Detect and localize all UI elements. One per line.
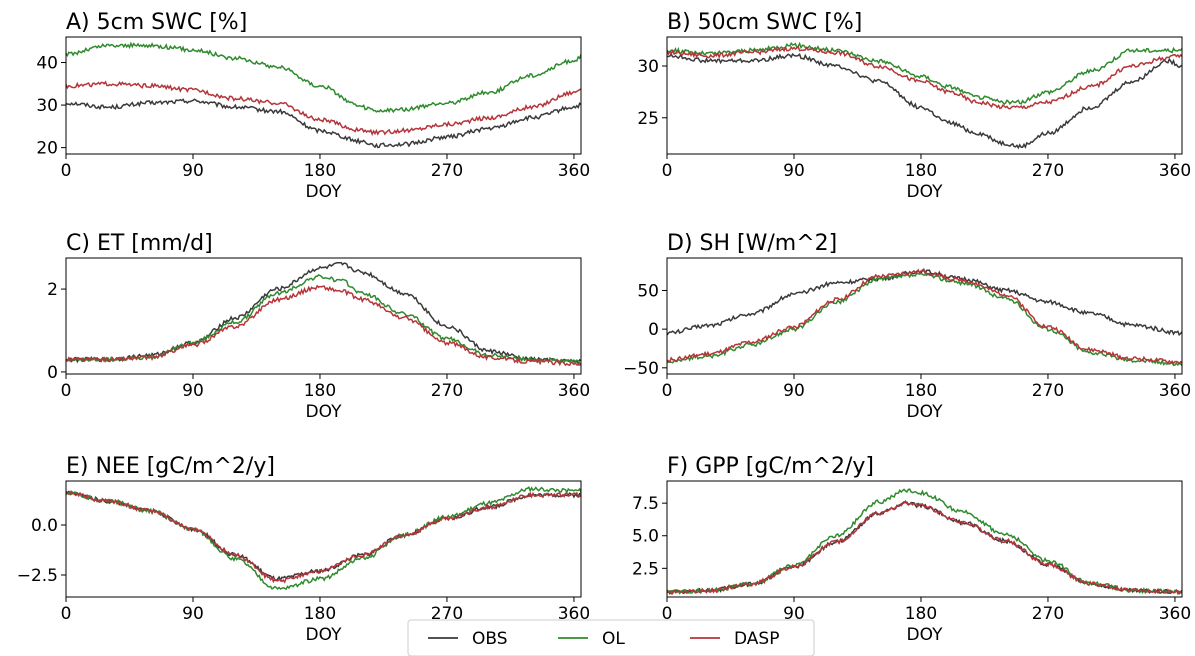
plot-frame (666, 257, 1183, 375)
series-line-obs (667, 268, 1182, 337)
chart-title: D) SH [W/m^2] (667, 231, 837, 256)
x-tick-label: 0 (61, 161, 72, 181)
plot-frame (666, 36, 1183, 155)
series-line-ol (667, 41, 1182, 106)
y-tick-label: 50 (637, 281, 659, 301)
x-tick-label: 270 (1032, 381, 1064, 401)
x-tick-label: 180 (905, 161, 937, 181)
x-tick-label: 270 (431, 604, 463, 624)
series-line-obs (66, 261, 581, 365)
series-line-dasp (66, 490, 581, 584)
legend-box (407, 619, 815, 656)
legend: OBS OL DASP (407, 619, 815, 656)
series-line-dasp (66, 284, 581, 367)
chart-title: F) GPP [gC/m^2/y] (667, 454, 874, 479)
chart-panel-1: B) 50cm SWC [%] 0 90 180 270 360 25 30 DOY (637, 10, 1191, 202)
y-tick-label: 40 (36, 54, 58, 74)
x-tick-label: 360 (1159, 161, 1191, 181)
series-line-dasp (66, 80, 581, 137)
x-tick-label: 360 (1159, 604, 1191, 624)
x-tick-label: 0 (662, 161, 673, 181)
series-line-ol (667, 272, 1182, 367)
series-line-obs (667, 52, 1182, 150)
y-tick-label: 0 (648, 320, 659, 340)
chart-panel-5: F) GPP [gC/m^2/y] 0 90 180 270 360 2.5 5.0 7.5 DO… (632, 454, 1191, 645)
chart-panel-2: C) ET [mm/d] 0 90 180 270 360 0 2 DOY (47, 231, 590, 422)
x-tick-label: 0 (662, 381, 673, 401)
legend-label-ol: OL (602, 629, 625, 649)
y-tick-label: 2 (47, 280, 58, 300)
x-axis-label: DOY (907, 182, 944, 202)
chart-panel-4: E) NEE [gC/m^2/y] 0 90 180 270 360 −2.5 0.0 DOY (17, 454, 590, 645)
series-line-ol (66, 41, 581, 114)
series-line-dasp (667, 45, 1182, 110)
x-tick-label: 270 (431, 381, 463, 401)
series-line-dasp (667, 499, 1182, 595)
x-tick-label: 180 (905, 381, 937, 401)
x-tick-label: 0 (61, 381, 72, 401)
x-tick-label: 180 (304, 381, 336, 401)
x-tick-label: 90 (182, 161, 204, 181)
y-tick-label: 7.5 (632, 494, 659, 514)
legend-label-dasp: DASP (734, 629, 779, 649)
y-tick-label: 20 (36, 139, 58, 159)
y-tick-label: −50 (623, 359, 659, 379)
x-axis-label: DOY (306, 182, 343, 202)
x-tick-label: 90 (182, 381, 204, 401)
y-tick-label: 0.0 (31, 516, 58, 536)
x-axis-label: DOY (306, 402, 343, 422)
x-tick-label: 270 (431, 161, 463, 181)
series-line-obs (66, 490, 581, 582)
y-tick-label: 30 (637, 57, 659, 77)
x-tick-label: 270 (1032, 604, 1064, 624)
x-tick-label: 360 (558, 381, 590, 401)
y-tick-label: 25 (637, 109, 659, 129)
x-tick-label: 360 (1159, 381, 1191, 401)
x-tick-label: 180 (905, 604, 937, 624)
x-tick-label: 360 (558, 161, 590, 181)
series-line-ol (66, 274, 581, 365)
y-tick-label: 0 (47, 363, 58, 383)
x-tick-label: 90 (783, 604, 805, 624)
x-tick-label: 90 (783, 161, 805, 181)
x-tick-label: 360 (558, 604, 590, 624)
series-line-obs (66, 98, 581, 149)
y-tick-label: 5.0 (632, 527, 659, 547)
x-tick-label: 90 (783, 381, 805, 401)
x-axis-label: DOY (907, 402, 944, 422)
x-tick-label: 90 (182, 604, 204, 624)
chart-panel-0: A) 5cm SWC [%] 0 90 180 270 360 20 30 40 DOY (36, 10, 590, 202)
series-line-dasp (667, 268, 1182, 365)
x-tick-label: 0 (61, 604, 72, 624)
x-axis-label: DOY (306, 625, 343, 645)
plot-frame (65, 480, 582, 598)
x-tick-label: 180 (304, 161, 336, 181)
chart-title: E) NEE [gC/m^2/y] (66, 454, 275, 479)
y-tick-label: −2.5 (17, 566, 58, 586)
chart-title: C) ET [mm/d] (66, 231, 213, 256)
chart-title: A) 5cm SWC [%] (66, 10, 247, 35)
plot-frame (65, 36, 582, 155)
chart-title: B) 50cm SWC [%] (667, 10, 862, 35)
series-line-obs (667, 500, 1182, 595)
x-axis-label: DOY (907, 625, 944, 645)
x-tick-label: 270 (1032, 161, 1064, 181)
plot-frame (666, 480, 1183, 598)
y-tick-label: 2.5 (632, 559, 659, 579)
y-tick-label: 30 (36, 96, 58, 116)
x-tick-label: 180 (304, 604, 336, 624)
legend-label-obs: OBS (472, 629, 508, 649)
plot-frame (65, 257, 582, 375)
x-tick-label: 0 (662, 604, 673, 624)
